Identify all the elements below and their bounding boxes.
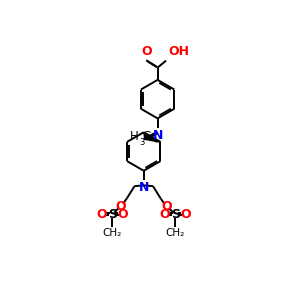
- Text: O: O: [159, 208, 170, 221]
- Text: H: H: [130, 130, 139, 143]
- Text: O: O: [181, 208, 191, 221]
- Text: CH₂: CH₂: [103, 229, 122, 238]
- Text: C: C: [143, 130, 151, 143]
- Text: O: O: [115, 200, 126, 213]
- Text: N: N: [139, 181, 149, 194]
- Text: 3: 3: [139, 138, 144, 147]
- Text: O: O: [142, 45, 152, 58]
- Text: O: O: [161, 200, 172, 213]
- Text: O: O: [96, 208, 107, 221]
- Text: N: N: [153, 129, 164, 142]
- Text: S: S: [108, 208, 117, 221]
- Text: O: O: [118, 208, 128, 221]
- Text: CH₂: CH₂: [166, 229, 185, 238]
- Text: S: S: [171, 208, 180, 221]
- Text: OH: OH: [168, 45, 189, 58]
